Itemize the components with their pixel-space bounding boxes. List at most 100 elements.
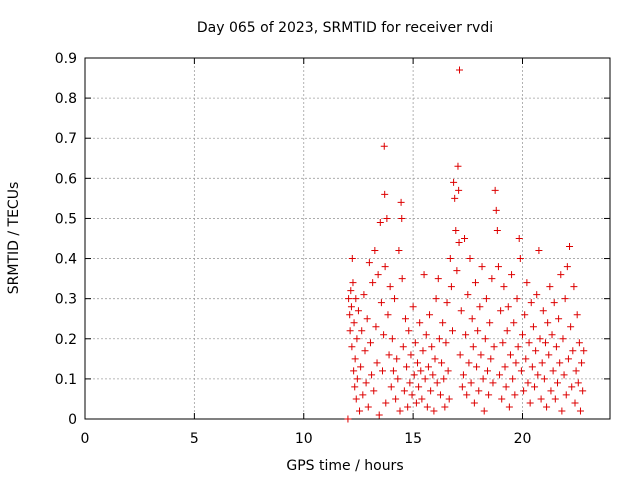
y-axis-label: SRMTID / TECUs <box>6 182 22 295</box>
y-tick-label: 0.4 <box>55 252 77 268</box>
data-point <box>468 315 476 323</box>
data-point <box>481 335 489 343</box>
data-point <box>377 299 385 307</box>
data-point <box>423 403 431 411</box>
data-point <box>361 347 369 355</box>
data-point <box>516 255 524 263</box>
data-point <box>463 391 471 399</box>
y-tick-label: 0.3 <box>55 292 77 308</box>
data-point <box>416 319 424 327</box>
data-point <box>382 399 390 407</box>
data-point <box>386 283 394 291</box>
data-point <box>442 339 450 347</box>
y-tick-label: 0.8 <box>55 91 77 107</box>
data-point <box>462 331 470 339</box>
data-point <box>473 363 481 371</box>
data-point <box>350 367 358 375</box>
data-point <box>566 243 574 251</box>
data-point <box>502 383 510 391</box>
data-point <box>514 343 522 351</box>
data-point <box>534 371 542 379</box>
data-point <box>471 279 479 287</box>
data-point <box>547 387 555 395</box>
data-point <box>487 355 495 363</box>
data-point <box>533 291 541 299</box>
data-point <box>424 363 432 371</box>
data-point <box>563 263 571 271</box>
data-point <box>548 331 556 339</box>
data-point <box>541 339 549 347</box>
data-point <box>571 399 579 407</box>
data-point <box>348 255 356 263</box>
data-point <box>433 379 441 387</box>
data-point <box>352 395 360 403</box>
data-point <box>455 239 463 247</box>
data-point <box>344 415 352 423</box>
axis-ticks: 0 0.1 0.2 0.3 0.4 0.5 0.6 0.7 0.8 0.9 0 5 10 15 20 <box>55 51 610 447</box>
data-point <box>561 295 569 303</box>
data-point <box>455 186 463 194</box>
data-point <box>380 331 388 339</box>
data-point <box>479 375 487 383</box>
data-point <box>505 403 513 411</box>
data-point <box>427 387 435 395</box>
data-point <box>562 391 570 399</box>
x-tick-label: 20 <box>514 431 532 447</box>
data-point <box>353 335 361 343</box>
data-point <box>351 355 359 363</box>
data-point <box>414 359 421 367</box>
data-point <box>498 395 506 403</box>
data-point <box>405 327 413 335</box>
data-point <box>380 142 388 150</box>
data-point <box>576 407 584 415</box>
data-point <box>397 198 405 206</box>
data-point <box>415 383 423 391</box>
data-point <box>421 375 429 383</box>
data-point <box>511 391 519 399</box>
data-point <box>486 319 494 327</box>
data-point <box>447 283 455 291</box>
x-tick-label: 0 <box>81 431 90 447</box>
data-point <box>492 206 500 214</box>
data-point <box>411 339 419 347</box>
data-point <box>569 347 577 355</box>
data-point <box>398 214 406 222</box>
data-point <box>352 295 360 303</box>
data-point <box>474 327 482 335</box>
data-point <box>536 335 544 343</box>
data-point <box>537 395 545 403</box>
data-point <box>383 214 391 222</box>
data-point <box>440 375 448 383</box>
data-point <box>348 343 356 351</box>
data-point <box>546 283 554 291</box>
data-point <box>384 311 392 319</box>
data-point <box>558 407 566 415</box>
data-point <box>393 355 401 363</box>
data-point <box>368 371 376 379</box>
data-point <box>441 403 449 411</box>
data-point <box>519 331 526 339</box>
data-point <box>372 323 380 331</box>
data-point <box>504 303 512 311</box>
data-point <box>506 351 514 359</box>
data-point <box>370 387 378 395</box>
y-tick-label: 0.6 <box>55 171 77 187</box>
data-point <box>434 275 442 283</box>
data-point <box>570 283 578 291</box>
data-point <box>573 311 581 319</box>
data-point <box>568 383 576 391</box>
data-point <box>466 255 474 263</box>
data-point <box>549 367 557 375</box>
data-point <box>454 162 462 170</box>
data-point <box>538 359 546 367</box>
data-point <box>543 403 551 411</box>
data-point <box>457 307 465 315</box>
data-point <box>509 375 517 383</box>
x-tick-label: 10 <box>295 431 313 447</box>
data-point <box>559 335 567 343</box>
data-point <box>517 367 525 375</box>
data-point <box>513 295 521 303</box>
data-point <box>456 351 464 359</box>
data-point <box>347 287 355 295</box>
data-point <box>491 186 499 194</box>
